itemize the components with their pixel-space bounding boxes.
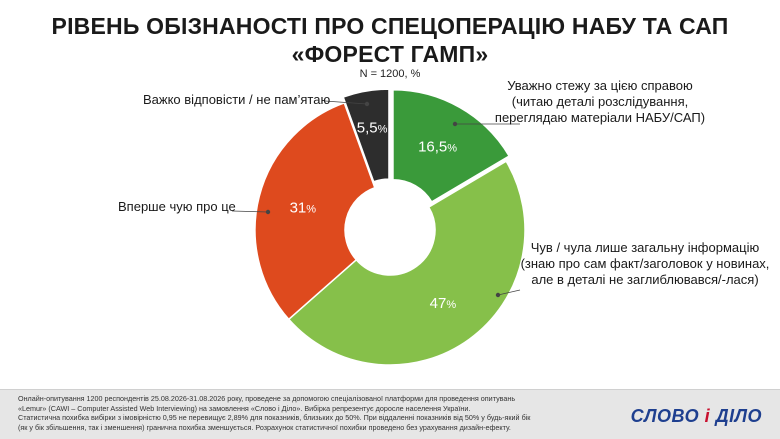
slice-general-info <box>287 160 526 366</box>
leader-dot-hard-to-answer <box>364 101 370 107</box>
label-general-info-line-3: але в деталі не заглиблювався/-лася) <box>531 272 759 287</box>
label-general-info-line-2: (знаю про сам факт/заголовок у новинах, <box>520 256 770 271</box>
methodology-note: Онлайн-опитування 1200 респондентів 25.0… <box>18 394 558 432</box>
slice-hard-to-answer <box>342 88 390 183</box>
label-first-time-hearing: Вперше чую про це <box>118 199 236 214</box>
label-follow-closely-line-3: переглядаю матеріали НАБУ/САП) <box>494 110 706 125</box>
footer: Онлайн-опитування 1200 респондентів 25.0… <box>0 389 780 439</box>
label-follow-closely: Уважно стежу за цією справою (читаю дета… <box>480 78 720 126</box>
label-follow-closely-line-2: (читаю деталі розслідування, <box>511 94 689 109</box>
data-label-first-time-hearing: 31% <box>290 200 317 217</box>
chart-title-line-2: «ФОРЕСТ ГАМП» <box>291 41 489 67</box>
label-general-info: Чув / чула лише загальну інформацію (зна… <box>520 240 770 288</box>
leader-dot-general-info <box>495 292 501 298</box>
slovo-i-dilo-logo: СЛОВО і ДІЛО <box>630 406 762 426</box>
label-general-info-line-1: Чув / чула лише загальну інформацію <box>530 240 760 255</box>
slice-first-time-hearing <box>254 102 376 321</box>
donut-chart: 16,5% 47% 31% 5,5% <box>231 88 526 366</box>
methodology-line-4: (як у бік збільшення, так і зменшення) г… <box>18 422 511 432</box>
methodology-line-1: Онлайн-опитування 1200 респондентів 25.0… <box>18 394 516 403</box>
data-label-follow-closely: 16,5% <box>418 139 457 156</box>
leader-dot-first-time-hearing <box>265 209 271 215</box>
leader-first-time-hearing <box>231 210 269 213</box>
label-follow-closely-line-1: Уважно стежу за цією справою <box>507 78 693 93</box>
chart-subtitle: N = 1200, % <box>359 68 421 80</box>
leader-hard-to-answer <box>324 100 368 105</box>
label-hard-to-answer: Важко відповісти / не пам’ятаю <box>143 92 331 107</box>
methodology-line-2: «Lemur» (CAWI – Computer Assisted Web In… <box>18 403 471 413</box>
chart-title-line-1: РІВЕНЬ ОБІЗНАНОСТІ ПРО СПЕЦОПЕРАЦІЮ НАБУ… <box>51 13 729 39</box>
leader-general-info <box>497 289 521 296</box>
data-label-general-info: 47% <box>430 295 457 312</box>
data-label-hard-to-answer: 5,5% <box>357 120 388 137</box>
slice-follow-closely <box>392 89 511 203</box>
methodology-line-3: Статистична похибка вибірки з імовірніст… <box>18 413 531 423</box>
leader-dot-follow-closely <box>452 121 458 127</box>
